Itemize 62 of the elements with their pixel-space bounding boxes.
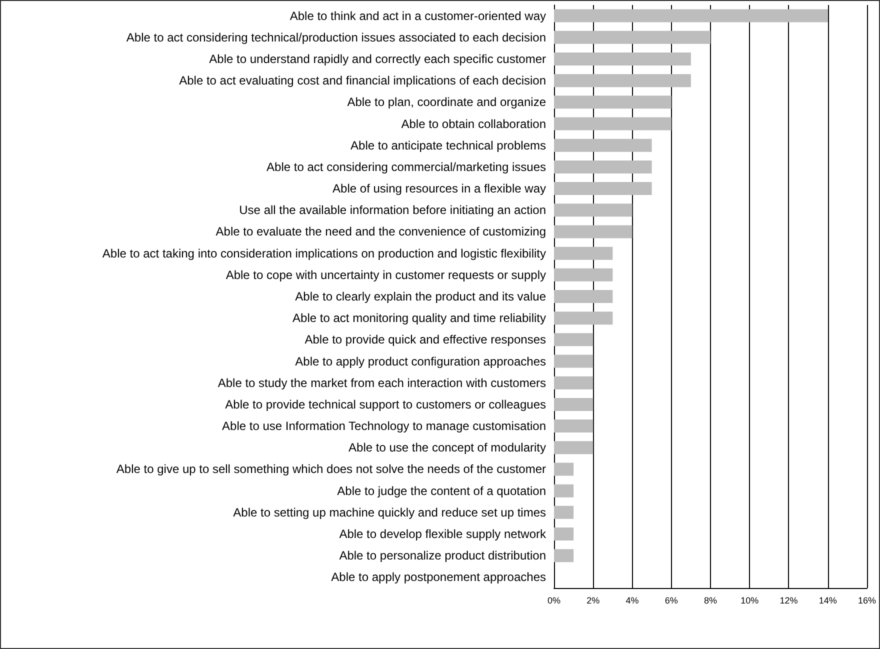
y-tick-label: Able of using resources in a flexible way <box>332 182 546 196</box>
bar <box>554 549 574 562</box>
bar <box>554 225 632 238</box>
bar <box>554 246 613 260</box>
bar <box>554 333 594 346</box>
bar <box>554 376 594 390</box>
bar <box>554 204 632 217</box>
y-tick-label: Able to provide technical support to customers or colleagues <box>225 397 546 412</box>
bar <box>554 182 652 196</box>
bar <box>554 441 594 454</box>
x-tick-label: 8% <box>704 596 718 606</box>
y-tick-label: Able to act evaluating cost and financial implications of each decision <box>179 74 546 88</box>
x-tick-label: 2% <box>586 596 600 606</box>
bar <box>554 506 574 519</box>
bar <box>554 160 652 174</box>
bar <box>554 354 594 368</box>
y-tick-label: Able to use the concept of modularity <box>348 440 546 455</box>
y-tick-label: Able to cope with uncertainty in customer requests or supply <box>226 268 546 282</box>
bar <box>554 30 710 44</box>
bar <box>554 52 691 66</box>
x-tick-label: 16% <box>858 596 876 606</box>
bar <box>554 484 574 498</box>
bar <box>554 138 652 152</box>
bar <box>554 398 594 411</box>
y-tick-label: Able to anticipate technical problems <box>350 138 546 152</box>
y-tick-label: Able to act monitoring quality and time reliability <box>292 311 546 326</box>
y-tick-label: Able to use Information Technology to manage customisation <box>222 419 546 434</box>
x-tick-label: 14% <box>818 596 837 606</box>
y-tick-label: Able to provide quick and effective responses <box>304 332 546 347</box>
x-tick-label: 0% <box>547 596 561 606</box>
bar <box>554 528 574 541</box>
bar <box>554 268 613 282</box>
y-tick-label: Able to apply postponement approaches <box>331 570 546 584</box>
y-tick-label: Able to setting up machine quickly and reduce set up times <box>233 505 546 520</box>
y-tick-label: Able to personalize product distribution <box>339 548 546 563</box>
x-tick-label: 10% <box>740 596 759 606</box>
bar <box>554 420 594 433</box>
y-tick-label: Able to develop flexible supply network <box>339 527 547 542</box>
bar <box>554 9 828 22</box>
x-tick-label: 6% <box>664 596 678 606</box>
y-tick-label: Able to study the market from each interaction with customers <box>218 376 546 390</box>
y-tick-label: Able to act taking into consideration implications on production and logistic flexibility <box>102 246 546 260</box>
bar <box>554 462 574 476</box>
y-tick-label: Able to plan, coordinate and organize <box>347 95 546 110</box>
x-tick-label: 4% <box>626 596 639 606</box>
bar <box>554 290 613 303</box>
bar <box>554 117 672 130</box>
bar <box>554 74 691 88</box>
y-tick-label: Able to obtain collaboration <box>401 116 546 131</box>
y-tick-label: Able to understand rapidly and correctly each specific customer <box>209 52 546 66</box>
y-tick-label: Able to evaluate the need and the convenience of customizing <box>216 224 546 239</box>
y-tick-label: Able to act considering technical/production issues associated to each decision <box>126 30 546 44</box>
y-tick-label: Able to act considering commercial/marketing issues <box>266 160 546 174</box>
y-tick-label: Able to judge the content of a quotation <box>337 484 546 498</box>
y-tick-label: Able to think and act in a customer-oriented way <box>290 8 546 23</box>
x-tick-label: 12% <box>780 596 798 606</box>
y-tick-label: Able to apply product configuration approaches <box>295 354 546 368</box>
bar <box>554 312 613 325</box>
y-tick-label: Use all the available information before initiating an action <box>239 203 546 218</box>
bar <box>554 96 672 109</box>
y-tick-label: Able to give up to sell something which does not solve the needs of the customer <box>116 462 546 476</box>
y-tick-label: Able to clearly explain the product and its value <box>295 290 546 304</box>
